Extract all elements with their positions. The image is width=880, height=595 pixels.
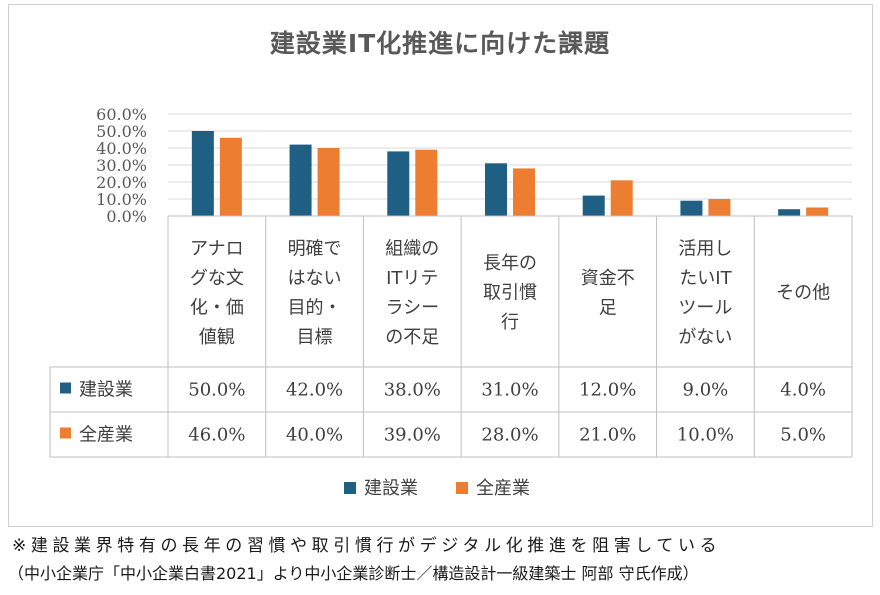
x-category-label: その他 (776, 283, 830, 304)
x-category-label: ツール (678, 297, 732, 318)
source-note: （中小企業庁「中小企業白書2021」より中小企業診断士／構造設計一級建築士 阿部… (8, 564, 699, 583)
data-label: 50.0% (188, 380, 245, 401)
data-label: 9.0% (683, 380, 729, 401)
y-tick-label: 20.0% (96, 173, 147, 192)
x-category-label: ラシー (385, 297, 439, 318)
legend-swatch (344, 482, 356, 494)
y-tick-label: 50.0% (96, 122, 147, 141)
x-category-label: たいIT (679, 268, 732, 289)
footnote: ※建設業界特有の長年の習慣や取引慣行がデジタル化推進を阻害している (12, 536, 722, 556)
x-category-label: はない (288, 268, 342, 289)
chart-frame (8, 4, 873, 527)
y-tick-label: 10.0% (96, 190, 147, 209)
bar-construction (387, 151, 410, 216)
data-label: 10.0% (677, 425, 734, 446)
x-category-label: ITリテ (386, 268, 438, 289)
bar-construction (485, 163, 507, 216)
bar-all-industry (806, 207, 829, 216)
bar-all-industry (317, 148, 340, 216)
bar-all-industry (610, 180, 633, 216)
y-tick-label: 0.0% (106, 207, 147, 226)
bar-all-industry (219, 137, 242, 216)
chart-title: 建設業IT化推進に向けた課題 (269, 29, 611, 58)
legend-label: 全産業 (476, 478, 530, 499)
bar-construction (778, 209, 801, 216)
data-label: 42.0% (286, 380, 343, 401)
table-legend-key (60, 427, 71, 439)
x-category-label: 長年の (483, 253, 537, 274)
x-category-label: 活用し (678, 238, 732, 259)
data-label: 4.0% (780, 380, 826, 401)
x-category-label: グな文 (190, 268, 244, 289)
x-category-label: 値観 (199, 327, 235, 348)
y-tick-label: 30.0% (96, 156, 147, 175)
bar-all-industry (708, 199, 731, 216)
bar-all-industry (415, 149, 438, 216)
data-label: 21.0% (579, 425, 636, 446)
data-label: 39.0% (384, 425, 441, 446)
legend-swatch (456, 482, 468, 494)
data-label: 28.0% (481, 425, 538, 446)
data-label: 46.0% (188, 425, 245, 446)
data-label: 12.0% (579, 380, 636, 401)
x-category-label: 組織の (385, 238, 439, 259)
x-category-label: 足 (599, 297, 617, 318)
data-label: 38.0% (384, 380, 441, 401)
x-category-label: 明確で (288, 238, 342, 259)
x-category-label: 行 (501, 312, 519, 333)
data-label: 40.0% (286, 425, 343, 446)
x-category-label: 目的・ (288, 297, 342, 318)
data-label: 5.0% (780, 425, 826, 446)
data-label: 31.0% (481, 380, 538, 401)
x-category-label: 資金不 (581, 268, 635, 289)
x-category-label: 目標 (297, 327, 333, 348)
x-category-label: の不足 (385, 327, 439, 348)
chart-area: 0.0%10.0%20.0%30.0%40.0%50.0%60.0%アナログな文… (49, 105, 853, 499)
bar-construction (289, 144, 312, 216)
x-category-label: 化・価 (190, 297, 244, 318)
y-tick-label: 60.0% (96, 105, 147, 124)
table-row-label: 建設業 (79, 380, 133, 401)
bar-all-industry (513, 168, 535, 216)
bar-construction (191, 131, 214, 216)
bar-construction (582, 195, 605, 216)
x-category-label: 取引慣 (483, 283, 537, 304)
table-legend-key (60, 382, 71, 394)
y-tick-label: 40.0% (96, 139, 147, 158)
x-category-label: がない (678, 327, 732, 348)
legend-label: 建設業 (364, 478, 418, 499)
x-category-label: アナロ (190, 238, 244, 259)
bar-construction (680, 200, 703, 216)
table-row-label: 全産業 (79, 425, 133, 446)
